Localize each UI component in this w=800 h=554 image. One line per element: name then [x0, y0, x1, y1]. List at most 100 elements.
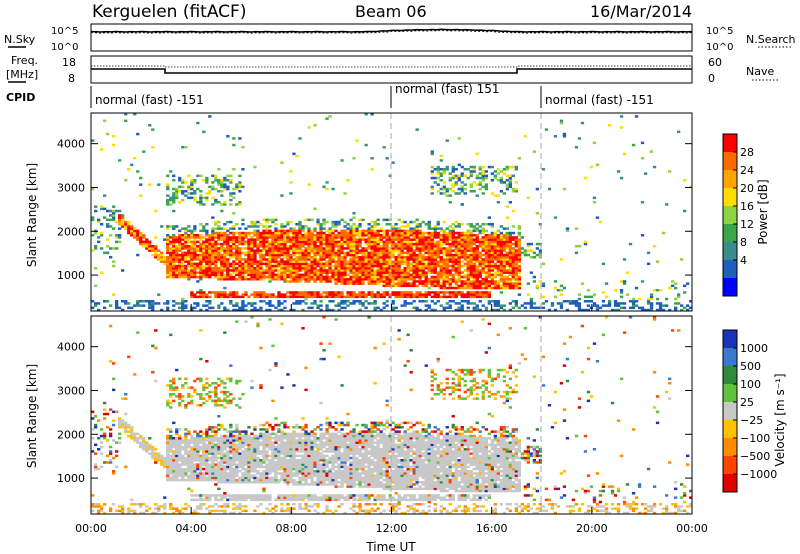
- velocity-cell: [112, 362, 116, 365]
- power-cell: [367, 280, 371, 283]
- power-cell: [517, 247, 521, 250]
- power-cell: [517, 249, 521, 252]
- power-cell: [277, 238, 281, 241]
- nsearch-trace: [90, 30, 693, 34]
- power-cell: [265, 247, 269, 250]
- power-cell: [304, 236, 308, 239]
- power-cell: [574, 251, 579, 255]
- power-cell: [319, 293, 323, 296]
- velocity-cell: [118, 421, 122, 425]
- power-cell: [412, 275, 416, 279]
- power-cell: [133, 236, 137, 239]
- power-cell: [496, 302, 500, 305]
- power-cell: [502, 280, 506, 283]
- power-cell: [496, 308, 500, 312]
- power-cell: [370, 278, 374, 281]
- power-cell: [343, 302, 347, 305]
- power-cell: [454, 176, 458, 180]
- power-cell: [238, 181, 242, 184]
- velocity-cell: [172, 441, 176, 444]
- power-cell: [142, 242, 146, 246]
- velocity-cell: [220, 481, 224, 484]
- power-cell: [169, 198, 173, 202]
- power-cell: [454, 251, 458, 255]
- power-cell: [481, 240, 485, 244]
- velocity-cell: [181, 448, 185, 451]
- power-cell: [238, 271, 242, 274]
- power-cell: [286, 223, 290, 226]
- nsky-panel: N.Sky 10^5 10^0 10^5 10^0 N.Search: [4, 23, 796, 53]
- power-cell: [388, 174, 392, 178]
- power-cell: [550, 304, 555, 307]
- power-cell: [196, 302, 200, 305]
- power-cell: [433, 280, 437, 283]
- power-cell: [187, 192, 191, 195]
- power-cell: [295, 234, 299, 237]
- power-cell: [505, 165, 509, 169]
- power-cell: [319, 236, 323, 239]
- power-cell: [91, 139, 95, 142]
- power-cell: [334, 280, 338, 283]
- power-cell: [262, 240, 266, 244]
- power-cell: [226, 275, 230, 279]
- velocity-cell: [139, 445, 143, 449]
- power-cell: [448, 291, 452, 294]
- power-cell: [412, 253, 416, 257]
- power-cell: [262, 238, 266, 241]
- power-cell: [262, 236, 266, 239]
- velocity-cell: [100, 441, 104, 444]
- velocity-cell: [133, 432, 137, 436]
- power-cell: [430, 242, 434, 246]
- power-cell: [241, 236, 245, 239]
- power-cell: [376, 264, 380, 268]
- power-cell: [415, 267, 419, 270]
- velocity-cell: [184, 377, 188, 381]
- power-cell: [463, 234, 467, 237]
- power-cell: [115, 306, 119, 310]
- power-cell: [448, 229, 452, 233]
- power-cell: [217, 225, 221, 228]
- power-cell: [508, 245, 512, 248]
- power-cell: [235, 256, 239, 259]
- colorbar-swatch: [723, 278, 737, 297]
- velocity-cell: [91, 410, 95, 414]
- power-cell: [451, 165, 455, 169]
- power-cell: [175, 236, 179, 239]
- power-cell: [487, 295, 491, 299]
- power-cell: [355, 271, 359, 274]
- power-cell: [298, 267, 302, 270]
- power-cell: [466, 273, 470, 277]
- power-cell: [487, 271, 491, 274]
- power-cell: [316, 306, 320, 310]
- power-cell: [259, 291, 263, 294]
- power-cell: [151, 302, 155, 305]
- power-cell: [376, 295, 380, 299]
- power-cell: [307, 240, 311, 244]
- velocity-cell: [178, 445, 182, 449]
- velocity-cell: [196, 448, 200, 451]
- power-cell: [226, 135, 230, 138]
- power-cell: [181, 227, 185, 230]
- power-cell: [421, 264, 425, 268]
- power-cell: [367, 245, 371, 248]
- power-cell: [286, 275, 290, 279]
- power-cell: [484, 256, 488, 259]
- power-cell: [154, 302, 158, 305]
- power-cell: [229, 251, 233, 255]
- power-cell: [469, 238, 473, 241]
- power-cell: [313, 240, 317, 244]
- power-cell: [304, 269, 308, 272]
- velocity-cell: [175, 474, 179, 477]
- power-cell: [367, 223, 371, 226]
- power-cell: [403, 260, 407, 263]
- power-cell: [289, 220, 293, 224]
- power-cell: [466, 256, 470, 259]
- power-cell: [307, 271, 311, 274]
- power-cell: [250, 249, 254, 252]
- power-cell: [166, 300, 170, 303]
- power-cell: [274, 238, 278, 241]
- power-cell: [301, 273, 305, 277]
- power-cell: [184, 227, 188, 230]
- power-cell: [481, 172, 485, 175]
- power-cell: [577, 297, 582, 301]
